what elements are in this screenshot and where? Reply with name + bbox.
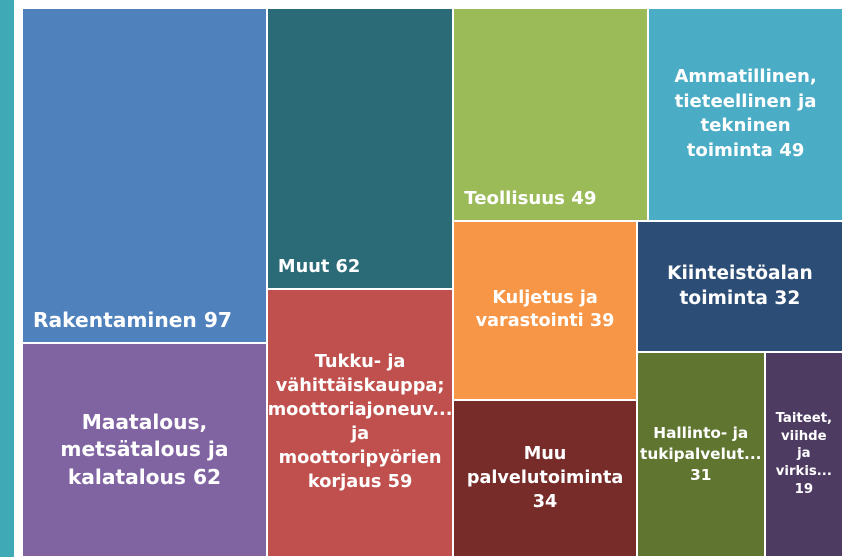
treemap-cell: Rakentaminen 97	[22, 8, 267, 343]
value-label: 62	[192, 464, 222, 489]
treemap-cell: Muut 62	[266, 8, 454, 290]
category-label: Muu palvelutoiminta	[466, 443, 624, 488]
category-label: Kiinteistöalan toiminta	[667, 263, 813, 310]
value-label: 31	[690, 465, 712, 484]
cell-label: Taiteet, viihde ja virkis... 19	[776, 410, 833, 500]
cell-label: Tukku- ja vähittäiskauppa; moottoriajone…	[267, 351, 453, 495]
value-label: 32	[774, 288, 801, 310]
treemap-cell: Maatalous, metsätalous ja kalatalous 62	[22, 342, 267, 557]
category-label: Muut	[277, 257, 330, 278]
treemap-cell: Hallinto- ja tukipalvelut... 31	[636, 351, 765, 557]
cell-label: Kuljetus ja varastointi 39	[464, 287, 626, 335]
category-label: Maatalous, metsätalous ja kalatalous	[60, 410, 229, 489]
category-label: Tukku- ja vähittäiskauppa; moottoriajone…	[267, 352, 453, 493]
cell-label: Muut 62	[278, 256, 360, 280]
category-label: Kuljetus ja varastointi	[475, 287, 598, 332]
category-label: Hallinto- ja tukipalvelut...	[640, 424, 762, 464]
value-label: 62	[335, 257, 361, 278]
side-strip	[0, 0, 14, 557]
value-label: 49	[571, 188, 597, 210]
value-label: 19	[794, 482, 814, 498]
cell-label: Kiinteistöalan toiminta 32	[648, 261, 832, 311]
value-label: 49	[779, 139, 805, 161]
cell-label: Hallinto- ja tukipalvelut... 31	[640, 423, 761, 485]
treemap-cell: Kiinteistöalan toiminta 32	[636, 220, 843, 352]
treemap-cell: Tukku- ja vähittäiskauppa; moottoriajone…	[266, 289, 454, 557]
cell-label: Rakentaminen 97	[33, 307, 232, 334]
value-label: 34	[532, 491, 558, 512]
category-label: Teollisuus	[464, 188, 565, 210]
treemap-cell: Ammatillinen, tieteellinen ja tekninen t…	[648, 8, 843, 221]
value-label: 39	[589, 311, 615, 332]
category-label: Rakentaminen	[33, 307, 197, 332]
treemap-cell: Teollisuus 49	[453, 8, 649, 221]
treemap-cell: Kuljetus ja varastointi 39	[453, 220, 637, 401]
value-label: 59	[387, 472, 413, 493]
cell-label: Maatalous, metsätalous ja kalatalous 62	[33, 409, 256, 491]
cell-label: Teollisuus 49	[464, 187, 596, 211]
cell-label: Muu palvelutoiminta 34	[464, 443, 626, 514]
treemap-cell: Muu palvelutoiminta 34	[453, 400, 637, 557]
value-label: 97	[203, 307, 232, 332]
treemap-cell: Taiteet, viihde ja virkis... 19	[764, 351, 843, 557]
cell-label: Ammatillinen, tieteellinen ja tekninen t…	[659, 65, 832, 163]
category-label: Ammatillinen, tieteellinen ja tekninen t…	[674, 66, 817, 161]
category-label: Taiteet, viihde ja virkis...	[775, 410, 833, 480]
